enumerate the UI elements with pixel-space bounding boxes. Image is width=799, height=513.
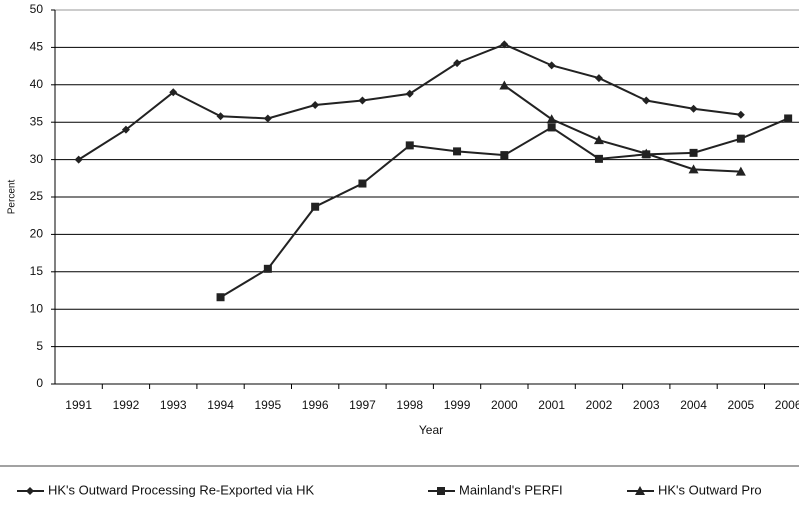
data-point [642,96,651,105]
data-point [216,293,225,302]
legend-marker [26,487,34,495]
series-line [220,117,789,299]
data-point [641,148,652,158]
x-tick-label: 1998 [396,398,423,412]
y-tick-label: 30 [30,152,44,166]
data-point [311,100,320,109]
data-point [499,80,510,90]
data-point [405,89,414,98]
x-tick-label: 1997 [349,398,376,412]
x-tick-label: 2004 [680,398,707,412]
legend-label: Mainland's PERFI [459,482,563,497]
data-point [121,125,130,134]
x-tick-label: 1991 [65,398,92,412]
data-point [689,104,698,113]
y-tick-label: 40 [30,77,44,91]
data-point [736,110,745,119]
data-point [546,114,557,124]
y-tick-label: 25 [30,189,44,203]
data-point [689,148,698,157]
data-point [358,179,367,188]
y-tick-label: 20 [30,227,44,241]
data-point [169,88,178,97]
x-tick-label: 2005 [727,398,754,412]
data-point [358,96,367,105]
x-axis-label: Year [419,423,443,437]
x-tick-label: 2003 [633,398,660,412]
series-line [503,84,741,173]
x-tick-label: 1996 [302,398,329,412]
data-point [453,147,462,156]
data-point [216,112,225,121]
y-tick-label: 15 [30,264,44,278]
x-tick-label: 1993 [160,398,187,412]
data-point [405,141,414,150]
y-axis-label: Percent [7,180,18,215]
y-tick-label: 5 [36,339,43,353]
data-point [784,114,793,123]
x-tick-label: 2001 [538,398,565,412]
data-point [500,40,509,49]
data-point [263,264,272,273]
x-tick-label: 2000 [491,398,518,412]
data-point [594,154,603,163]
data-point [500,151,509,160]
y-tick-label: 45 [30,40,44,54]
x-tick-label: 1999 [444,398,471,412]
x-tick-label: 1994 [207,398,234,412]
data-point [547,123,556,132]
x-tick-label: 2002 [586,398,613,412]
data-point [311,202,320,211]
y-tick-label: 0 [36,376,43,390]
y-tick-label: 35 [30,114,44,128]
data-point [736,134,745,143]
x-tick-label: 1995 [254,398,281,412]
data-point [453,59,462,68]
legend-marker [437,487,445,495]
legend-marker [635,486,645,495]
data-point [263,114,272,123]
x-tick-label: 1992 [113,398,140,412]
data-point [547,61,556,70]
data-point [594,74,603,83]
x-tick-label: 2006 [775,398,799,412]
legend-label: HK's Outward Processing Re-Exported via … [48,482,315,497]
y-tick-label: 50 [30,2,44,16]
data-point [735,166,746,176]
legend-label: HK's Outward Pro [658,482,762,497]
y-tick-label: 10 [30,301,44,315]
data-point [688,164,699,174]
data-point [593,135,604,145]
data-point [74,155,83,164]
